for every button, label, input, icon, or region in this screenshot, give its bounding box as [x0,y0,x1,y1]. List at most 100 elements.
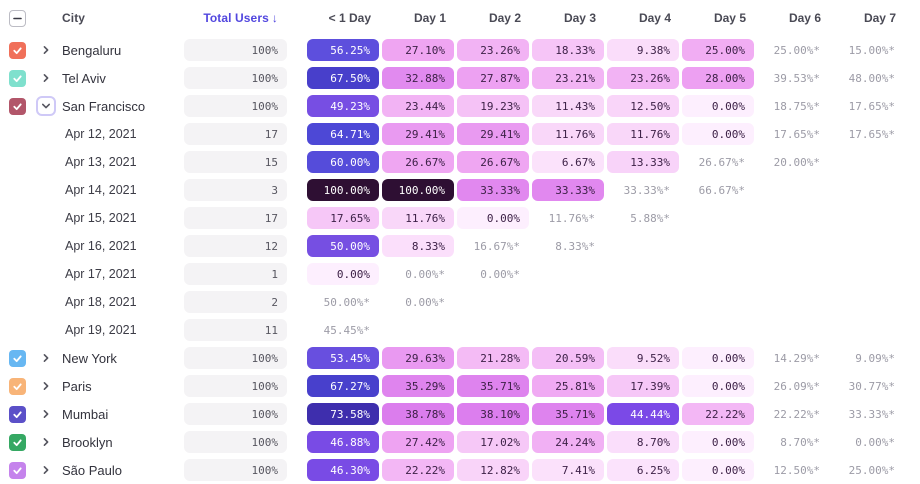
retention-cell[interactable]: 13.33% [607,151,679,173]
retention-cell[interactable]: 100.00% [382,179,454,201]
column-header-day-5[interactable]: Day 5 [713,11,746,25]
column-header-day-1[interactable]: Day 1 [413,11,446,25]
retention-cell[interactable]: 11.76% [607,123,679,145]
column-header-day-2[interactable]: Day 2 [488,11,521,25]
total-users-cell[interactable]: 17 [184,207,287,229]
row-checkbox[interactable] [9,433,26,451]
retention-cell[interactable]: 0.00% [682,95,754,117]
column-header-day-4[interactable]: Day 4 [638,11,671,25]
retention-cell[interactable]: 20.59% [532,347,604,369]
column-header-day-0[interactable]: < 1 Day [328,11,371,25]
column-header-day-6[interactable]: Day 6 [788,11,821,25]
retention-cell[interactable]: 9.52% [607,347,679,369]
column-header-total-users[interactable]: Total Users ↓ [184,11,290,25]
total-users-cell[interactable]: 3 [184,179,287,201]
retention-cell[interactable]: 27.42% [382,431,454,453]
total-users-cell[interactable]: 2 [184,291,287,313]
total-users-cell[interactable]: 100% [184,431,287,453]
total-users-cell[interactable]: 100% [184,459,287,481]
retention-cell[interactable]: 17.39% [607,375,679,397]
retention-cell[interactable]: 27.87% [457,67,529,89]
retention-cell[interactable]: 26.67% [382,151,454,173]
column-header-city[interactable]: City [62,11,86,25]
retention-cell[interactable]: 29.41% [457,123,529,145]
retention-cell[interactable]: 21.28% [457,347,529,369]
retention-cell[interactable]: 33.33% [532,179,604,201]
total-users-cell[interactable]: 15 [184,151,287,173]
expand-row-button[interactable] [36,348,56,368]
retention-cell[interactable]: 73.58% [307,403,379,425]
retention-cell[interactable]: 8.70% [607,431,679,453]
retention-cell[interactable]: 8.33% [382,235,454,257]
retention-cell[interactable]: 0.00% [682,375,754,397]
retention-cell[interactable]: 23.26% [607,67,679,89]
retention-cell[interactable]: 33.33% [457,179,529,201]
retention-cell[interactable]: 32.88% [382,67,454,89]
retention-cell[interactable]: 24.24% [532,431,604,453]
retention-cell[interactable]: 44.44% [607,403,679,425]
retention-cell[interactable]: 35.29% [382,375,454,397]
total-users-cell[interactable]: 11 [184,319,287,341]
retention-cell[interactable]: 23.21% [532,67,604,89]
retention-cell[interactable]: 11.76% [382,207,454,229]
row-checkbox[interactable] [9,377,26,395]
total-users-cell[interactable]: 100% [184,67,287,89]
column-header-day-3[interactable]: Day 3 [563,11,596,25]
retention-cell[interactable]: 50.00% [307,235,379,257]
retention-cell[interactable]: 18.33% [532,39,604,61]
total-users-cell[interactable]: 100% [184,375,287,397]
retention-cell[interactable]: 23.26% [457,39,529,61]
retention-cell[interactable]: 0.00% [682,459,754,481]
retention-cell[interactable]: 0.00% [682,347,754,369]
expand-row-button[interactable] [36,376,56,396]
retention-cell[interactable]: 7.41% [532,459,604,481]
retention-cell[interactable]: 0.00% [307,263,379,285]
column-header-day-7[interactable]: Day 7 [863,11,896,25]
retention-cell[interactable]: 60.00% [307,151,379,173]
total-users-cell[interactable]: 100% [184,347,287,369]
retention-cell[interactable]: 27.10% [382,39,454,61]
retention-cell[interactable]: 25.00% [682,39,754,61]
retention-cell[interactable]: 29.63% [382,347,454,369]
retention-cell[interactable]: 38.10% [457,403,529,425]
retention-cell[interactable]: 46.30% [307,459,379,481]
retention-cell[interactable]: 23.44% [382,95,454,117]
row-checkbox[interactable] [9,69,26,87]
retention-cell[interactable]: 67.50% [307,67,379,89]
retention-cell[interactable]: 56.25% [307,39,379,61]
retention-cell[interactable]: 6.25% [607,459,679,481]
retention-cell[interactable]: 12.50% [607,95,679,117]
retention-cell[interactable]: 17.65% [307,207,379,229]
expand-row-button[interactable] [36,68,56,88]
expand-row-button[interactable] [36,460,56,480]
collapse-row-button[interactable] [36,96,56,116]
expand-row-button[interactable] [36,40,56,60]
total-users-cell[interactable]: 100% [184,95,287,117]
retention-cell[interactable]: 49.23% [307,95,379,117]
row-checkbox[interactable] [9,405,26,423]
retention-cell[interactable]: 19.23% [457,95,529,117]
retention-cell[interactable]: 11.76% [532,123,604,145]
retention-cell[interactable]: 100.00% [307,179,379,201]
retention-cell[interactable]: 25.81% [532,375,604,397]
retention-cell[interactable]: 22.22% [682,403,754,425]
retention-cell[interactable]: 0.00% [682,431,754,453]
total-users-cell[interactable]: 100% [184,39,287,61]
row-checkbox[interactable] [9,349,26,367]
select-all-checkbox[interactable] [9,9,26,27]
retention-cell[interactable]: 26.67% [457,151,529,173]
retention-cell[interactable]: 9.38% [607,39,679,61]
retention-cell[interactable]: 0.00% [457,207,529,229]
retention-cell[interactable]: 46.88% [307,431,379,453]
retention-cell[interactable]: 17.02% [457,431,529,453]
total-users-cell[interactable]: 12 [184,235,287,257]
row-checkbox[interactable] [9,97,26,115]
row-checkbox[interactable] [9,461,26,479]
retention-cell[interactable]: 29.41% [382,123,454,145]
retention-cell[interactable]: 67.27% [307,375,379,397]
total-users-cell[interactable]: 17 [184,123,287,145]
total-users-cell[interactable]: 1 [184,263,287,285]
retention-cell[interactable]: 6.67% [532,151,604,173]
retention-cell[interactable]: 38.78% [382,403,454,425]
expand-row-button[interactable] [36,404,56,424]
